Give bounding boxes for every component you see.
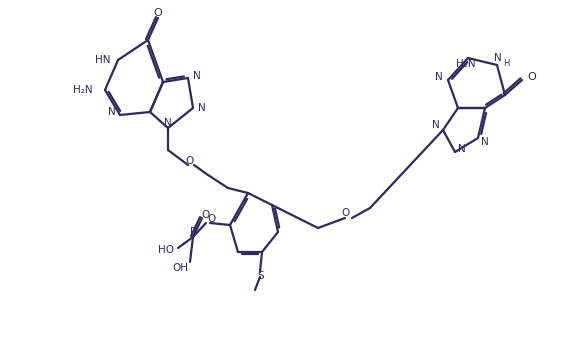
Text: P: P: [190, 227, 196, 237]
Text: N: N: [481, 137, 488, 147]
Text: N: N: [198, 103, 205, 113]
Text: O: O: [154, 8, 162, 18]
Text: O: O: [185, 156, 193, 166]
Text: OH: OH: [172, 263, 188, 273]
Text: H: H: [503, 59, 509, 67]
Text: N: N: [432, 120, 440, 130]
Text: O: O: [342, 208, 350, 218]
Text: S: S: [258, 271, 264, 281]
Text: N: N: [458, 144, 466, 154]
Text: N: N: [435, 72, 443, 82]
Text: N: N: [164, 118, 172, 128]
Text: HO: HO: [158, 245, 174, 255]
Text: N: N: [494, 53, 502, 63]
Text: N: N: [108, 107, 116, 117]
Text: HN: HN: [95, 55, 111, 65]
Text: O: O: [527, 72, 536, 82]
Text: N: N: [193, 71, 201, 81]
Text: O: O: [202, 210, 210, 220]
Text: H₂N: H₂N: [73, 85, 93, 95]
Text: O: O: [208, 214, 216, 224]
Text: H₂N: H₂N: [456, 59, 476, 69]
